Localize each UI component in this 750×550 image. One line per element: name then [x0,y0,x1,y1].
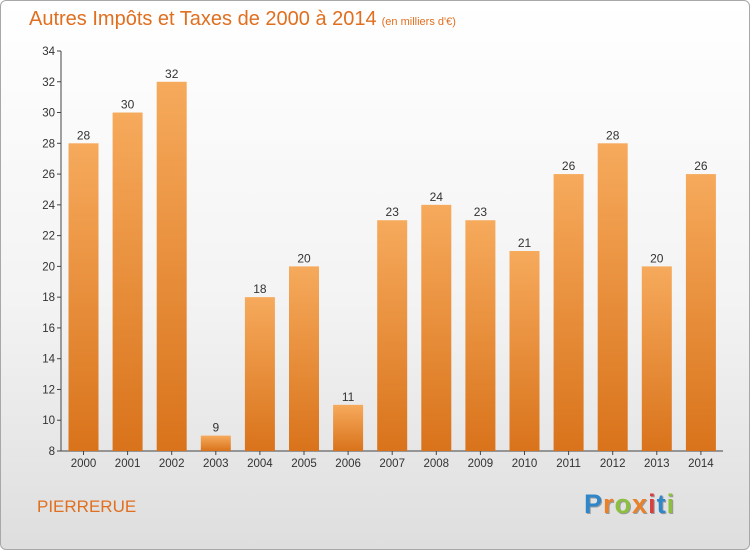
x-tick-label: 2007 [379,458,405,470]
x-tick-label: 2012 [600,458,626,470]
data-label-2013: 20 [650,251,664,265]
data-label-2002: 32 [165,67,179,81]
logo-letter: o [614,489,633,519]
y-tick-label: 30 [42,108,55,120]
data-label-2004: 18 [253,282,267,296]
x-tick-label: 2000 [71,458,97,470]
y-tick-label: 18 [42,292,55,304]
bar-2008 [421,204,452,451]
town-name: PIERRERUE [37,497,137,516]
y-tick-label: 12 [42,384,55,396]
data-label-2001: 30 [121,98,135,112]
bar-2011 [553,174,584,452]
x-tick-label: 2010 [512,458,538,470]
y-tick-label: 32 [42,77,55,89]
x-tick-label: 2013 [644,458,670,470]
x-tick-label: 2003 [203,458,229,470]
x-tick-label: 2009 [468,458,494,470]
bar-2000 [68,143,99,452]
y-tick-label: 10 [42,415,55,427]
y-tick-label: 26 [42,169,55,181]
chart-subtitle: (en milliers d'€) [381,16,456,28]
bar-2002 [156,81,187,452]
data-label-2009: 23 [474,205,488,219]
data-label-2006: 11 [342,390,355,404]
bar-2014 [685,174,716,452]
data-label-2008: 24 [430,190,444,204]
x-tick-label: 2011 [556,458,581,470]
logo-letter: i [648,489,657,519]
bar-2009 [465,220,496,451]
y-tick-label: 8 [49,446,55,458]
x-tick-label: 2014 [688,458,714,470]
bars [68,81,716,452]
data-label-2005: 20 [297,251,311,265]
bar-2007 [377,220,408,451]
y-tick-label: 34 [42,46,55,58]
bar-2003 [200,435,231,451]
y-tick-label: 20 [42,261,55,273]
bar-2013 [641,266,672,451]
data-label-2012: 28 [606,128,620,142]
chart-title-text: Autres Impôts et Taxes de 2000 à 2014 [29,8,377,30]
data-label-2007: 23 [386,205,400,219]
y-tick-label: 16 [42,323,55,335]
y-tick-label: 28 [42,138,55,150]
x-tick-label: 2008 [424,458,450,470]
data-label-2011: 26 [562,159,576,173]
bar-2012 [597,143,628,452]
y-tick-label: 14 [42,354,55,366]
logo-letter: x [632,489,649,519]
data-labels: 28 30 32 9 18 20 11 23 24 23 21 26 28 20 26 [77,67,708,435]
y-tick-label: 22 [42,231,55,243]
y-tick-label: 24 [42,200,55,212]
bar-2006 [333,404,364,451]
bar-2001 [112,112,143,452]
x-tick-label: 2002 [159,458,185,470]
data-label-2003: 9 [212,421,219,435]
x-tick-label: 2001 [115,458,141,470]
x-tick-label: 2006 [335,458,361,470]
logo-letter: t [656,489,667,519]
data-label-2000: 28 [77,128,91,142]
data-label-2010: 21 [518,236,532,250]
bar-2005 [289,266,319,451]
x-tick-label: 2005 [291,458,317,470]
logo-letter: P [584,489,604,519]
x-tick-label: 2004 [247,458,273,470]
data-label-2014: 26 [694,159,708,173]
bar-2004 [244,297,275,451]
logo-letter: i [666,489,676,519]
proxiti-logo: Proxiti [584,489,675,520]
bar-2010 [509,251,540,451]
logo-letter: r [603,489,615,519]
chart-title: Autres Impôts et Taxes de 2000 à 2014 (en… [29,8,456,31]
